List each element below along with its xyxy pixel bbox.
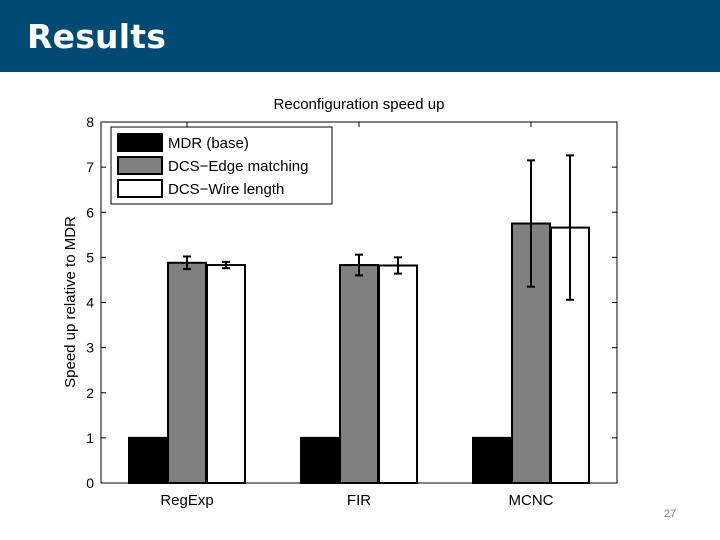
y-tick-label: 7 bbox=[86, 159, 94, 175]
y-axis-label: Speed up relative to MDR bbox=[62, 216, 79, 388]
x-tick-label: RegExp bbox=[160, 492, 213, 509]
x-tick-label: FIR bbox=[347, 492, 371, 509]
slide-title: Results bbox=[27, 17, 167, 56]
title-bar bbox=[0, 0, 720, 72]
bar-fir-series-0 bbox=[300, 436, 340, 484]
y-tick-label: 6 bbox=[86, 204, 94, 220]
y-tick-label: 4 bbox=[86, 295, 94, 311]
y-tick-label: 8 bbox=[86, 114, 94, 130]
bar-fir-series-2 bbox=[378, 264, 418, 484]
bar-regexp-series-2 bbox=[206, 264, 246, 485]
bar-regexp-series-1 bbox=[167, 261, 207, 485]
x-tick-label: MCNC bbox=[509, 492, 554, 509]
legend-label-2: DCS−Wire length bbox=[168, 181, 284, 198]
bar-fir-series-1 bbox=[339, 264, 379, 485]
legend-swatch-2 bbox=[117, 179, 163, 198]
bar-mcnc-series-0 bbox=[472, 436, 512, 484]
y-tick-label: 3 bbox=[86, 340, 94, 356]
page-number: 27 bbox=[664, 508, 677, 520]
bar-regexp-series-0 bbox=[128, 436, 168, 484]
legend-label-1: DCS−Edge matching bbox=[168, 158, 309, 175]
legend-swatch-1 bbox=[117, 156, 163, 175]
legend-swatch-0 bbox=[117, 133, 163, 152]
y-tick-label: 2 bbox=[86, 385, 94, 401]
y-tick-label: 1 bbox=[86, 430, 94, 446]
y-tick-label: 5 bbox=[86, 249, 94, 265]
legend-label-0: MDR (base) bbox=[168, 135, 249, 152]
chart-title: Reconfiguration speed up bbox=[274, 96, 445, 113]
y-tick-label: 0 bbox=[86, 475, 94, 491]
